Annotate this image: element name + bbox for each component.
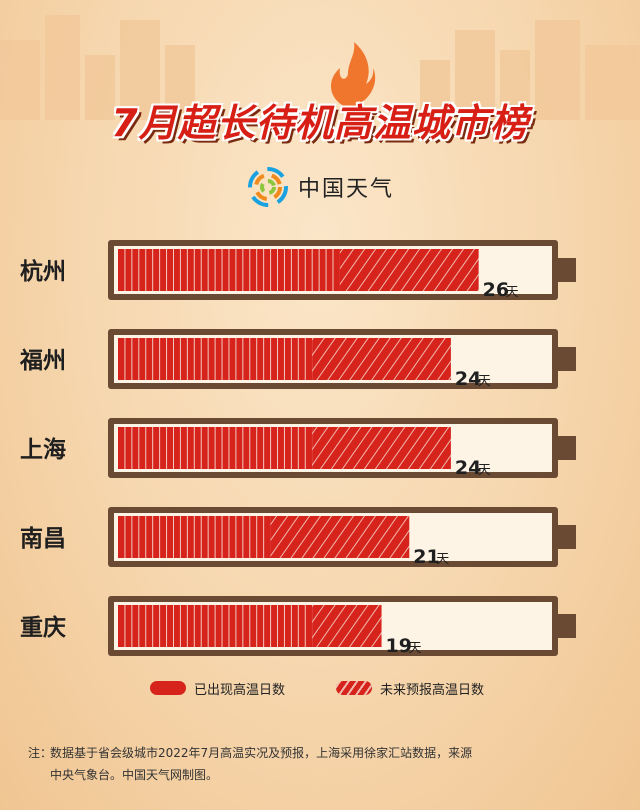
footnote: 注： 数据基于省会级城市2022年7月高温实况及预报，上海采用徐家汇站数据，来源…: [28, 742, 610, 786]
total-label: 21: [413, 546, 439, 568]
battery-terminal: [558, 347, 576, 371]
flame-icon: [330, 42, 376, 108]
category-label: 福州: [19, 348, 66, 374]
bar-forecast: [270, 516, 410, 558]
city-skyline-decoration: [0, 15, 640, 120]
legend-observed: 已出现高温日数: [150, 678, 285, 698]
footnote-prefix: 注：: [28, 746, 53, 760]
legend-swatch-forecast: [336, 681, 372, 695]
total-label: 24: [455, 457, 481, 479]
page-title: 7月超长待机高温城市榜: [111, 101, 529, 145]
unit-label: 天: [478, 374, 491, 389]
china-weather-logo-icon: [248, 167, 288, 207]
category-label: 上海: [20, 436, 66, 463]
brand: 中国天气: [248, 167, 394, 207]
unit-label: 天: [478, 463, 491, 478]
total-label: 19: [386, 635, 412, 657]
unit-label: 天: [436, 552, 449, 567]
battery-terminal: [558, 614, 576, 638]
bar-forecast: [312, 338, 451, 380]
bar-forecast: [312, 605, 382, 647]
battery-terminal: [558, 525, 576, 549]
footnote-line-1: 数据基于省会级城市2022年7月高温实况及预报，上海采用徐家汇站数据，来源: [50, 746, 473, 760]
legend-label-forecast: 未来预报高温日数: [380, 682, 485, 698]
bar-forecast: [339, 249, 479, 291]
legend-forecast: 未来预报高温日数: [336, 678, 484, 698]
legend-swatch-observed: [150, 681, 186, 695]
legend-label-observed: 已出现高温日数: [194, 682, 286, 698]
category-label: 重庆: [20, 614, 66, 641]
total-label: 24: [455, 368, 481, 390]
battery-terminal: [558, 258, 576, 282]
battery-terminal: [558, 436, 576, 460]
total-label: 26: [483, 279, 509, 301]
footnote-line-2: 中央气象台。中国天气网制图。: [50, 768, 219, 782]
unit-label: 天: [409, 641, 422, 656]
brand-name: 中国天气: [298, 177, 395, 202]
category-label: 南昌: [20, 526, 66, 552]
unit-label: 天: [506, 285, 519, 300]
bar-forecast: [312, 427, 451, 469]
category-label: 杭州: [20, 258, 66, 285]
